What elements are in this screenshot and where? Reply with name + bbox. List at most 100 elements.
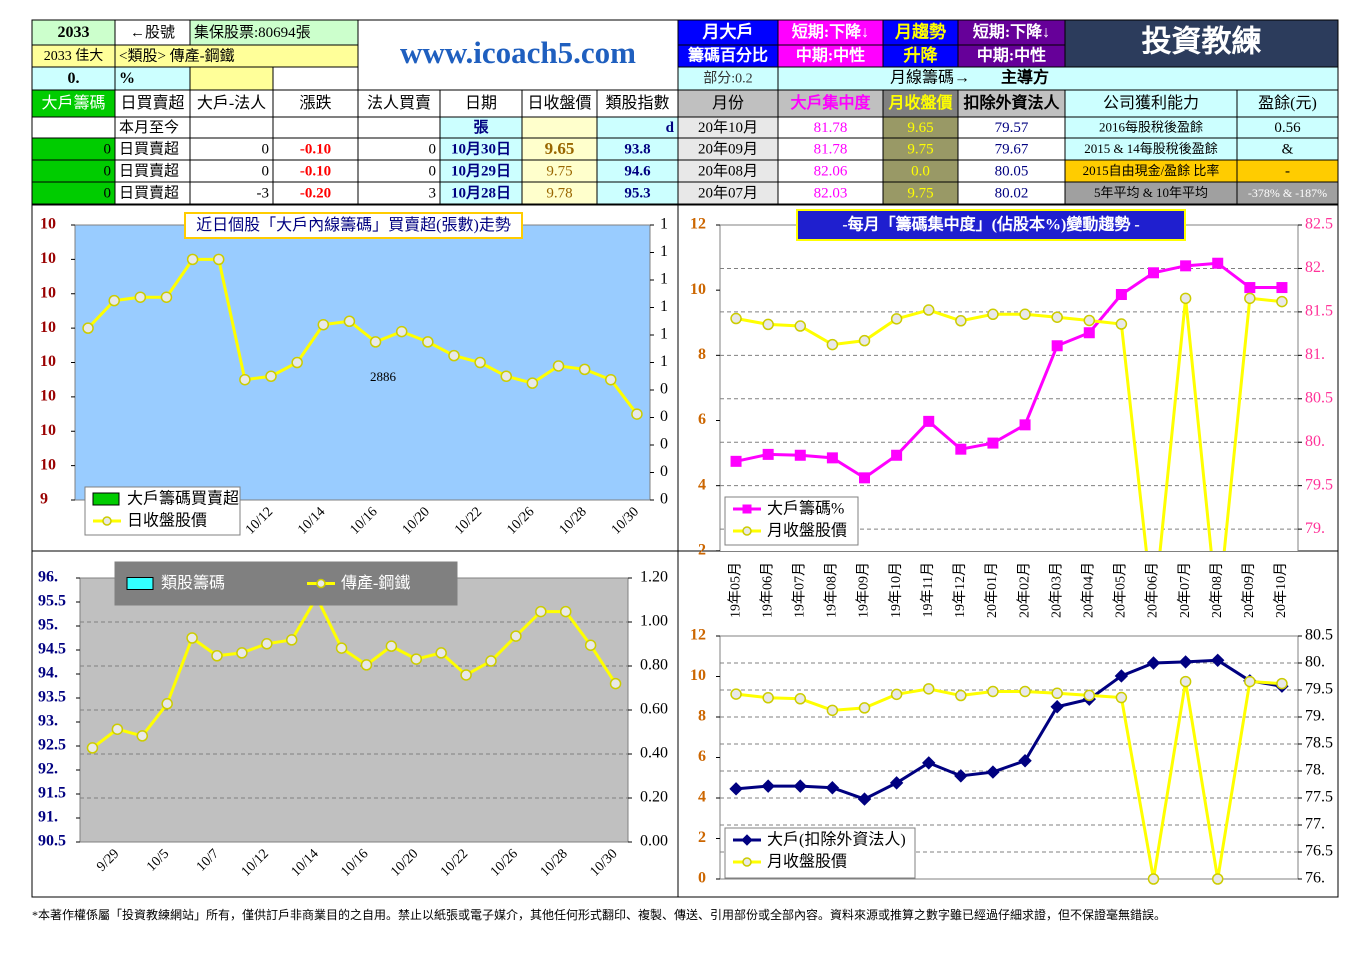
legend-label: 大戶(扣除外資法人) xyxy=(767,831,906,849)
marker xyxy=(422,336,434,348)
x-tick-label: 19年06月 xyxy=(759,562,775,618)
marker xyxy=(859,472,870,484)
table-cell xyxy=(357,116,441,139)
y-tick-label: 10 xyxy=(40,456,56,473)
cell-text: 0 xyxy=(429,163,437,179)
marker xyxy=(857,792,872,806)
cell-text: 類股指數 xyxy=(605,94,669,112)
marker xyxy=(285,634,298,646)
y2-tick-label: 0.40 xyxy=(640,745,668,762)
chart-title: -每月「籌碼集中度」(佔股本%)變動趨勢 - xyxy=(842,215,1139,234)
marker xyxy=(385,640,398,652)
marker xyxy=(1083,314,1096,327)
marker xyxy=(890,313,903,325)
table-cell xyxy=(189,89,274,118)
marker xyxy=(987,685,999,698)
cell-text: 93.8 xyxy=(624,141,650,157)
marker xyxy=(1179,292,1192,305)
cell-text: 0 xyxy=(104,141,112,157)
y-tick-label: 10 xyxy=(690,667,706,684)
cell-text: d xyxy=(666,120,675,136)
table-cell xyxy=(114,19,191,46)
marker xyxy=(1018,754,1032,768)
marker xyxy=(1178,655,1193,669)
y2-tick-label: 0.00 xyxy=(640,833,668,850)
x-tick-label: 19年07月 xyxy=(791,562,807,618)
cell-text: -0.20 xyxy=(300,185,331,201)
marker xyxy=(1083,689,1096,702)
cell-text: 日買賣超 xyxy=(119,184,179,201)
title-box xyxy=(184,212,523,239)
marker xyxy=(891,449,903,461)
cell-text: 10月30日 xyxy=(451,140,511,157)
marker xyxy=(213,253,225,266)
marker xyxy=(762,318,774,331)
marker xyxy=(1148,267,1159,279)
table-cell xyxy=(189,116,274,139)
series-line xyxy=(735,296,1283,551)
table-cell xyxy=(1236,89,1339,118)
x-tick-label: 19年08月 xyxy=(824,562,840,618)
y2-tick-label: 0 xyxy=(660,463,668,480)
cell-text: 0. xyxy=(68,70,80,87)
y-tick-label: 94. xyxy=(38,665,58,682)
table-cell xyxy=(882,89,959,118)
cell-text: 扣除外資法人 xyxy=(963,93,1060,112)
cell-text: 80.02 xyxy=(995,185,1029,201)
cell-text: 82.03 xyxy=(814,185,848,201)
y2-tick-label: 1 xyxy=(660,243,668,260)
y2-tick-label: 79.5 xyxy=(1305,681,1333,698)
y2-tick-label: 1 xyxy=(660,298,668,315)
y-tick-label: 93.5 xyxy=(38,689,66,706)
x-tick-label: 20年05月 xyxy=(1113,562,1129,618)
annotation: 2886 xyxy=(370,369,397,384)
chart-title: 近日個股「大戶內線籌碼」買賣超(張數)走勢 xyxy=(196,216,511,234)
marker xyxy=(211,650,223,662)
marker xyxy=(1114,669,1129,683)
y2-tick-label: 0 xyxy=(660,436,668,453)
marker xyxy=(1212,257,1224,269)
legend-label: 月收盤股價 xyxy=(767,522,847,540)
table-cell xyxy=(677,89,779,118)
title-box xyxy=(796,209,1186,241)
cell-text: 5年平均 & 10年平均 xyxy=(1094,185,1208,200)
marker xyxy=(186,632,198,644)
x-tick-label: 20年02月 xyxy=(1016,562,1032,618)
marker xyxy=(316,578,326,589)
marker xyxy=(794,320,807,332)
marker xyxy=(552,360,565,372)
y-tick-label: 2 xyxy=(698,542,706,559)
y2-tick-label: 0 xyxy=(660,408,668,425)
cell-text: 9.65 xyxy=(907,120,933,136)
y2-tick-label: 0 xyxy=(660,381,668,398)
cell-text: 大戶-法人 xyxy=(197,94,266,112)
marker xyxy=(161,698,173,710)
legend-box xyxy=(724,827,916,879)
cell-text: 9.75 xyxy=(907,141,933,157)
x-tick-label: 20年06月 xyxy=(1145,562,1161,618)
table-cell xyxy=(31,19,116,46)
series-line xyxy=(91,594,617,750)
legend-label: 大戶籌碼買賣超 xyxy=(127,490,239,508)
marker xyxy=(1050,700,1064,714)
cell-text: 79.67 xyxy=(995,141,1029,157)
legend-label: 類股籌碼 xyxy=(161,574,225,592)
cell-text: 9.78 xyxy=(546,185,572,201)
cell-text: 10月28日 xyxy=(451,184,511,201)
x-tick-label: 20年07月 xyxy=(1177,562,1193,618)
y-tick-label: 10 xyxy=(40,319,56,336)
plot-area xyxy=(74,224,651,501)
cell-text: 2016每股稅後盈餘 xyxy=(1099,119,1203,134)
cell-text: 2015自由現金/盈餘 比率 xyxy=(1083,163,1220,178)
cell-text: 95.3 xyxy=(624,185,650,201)
cell-text: 升降 xyxy=(904,45,939,65)
marker xyxy=(1115,289,1127,301)
y-tick-label: 2 xyxy=(698,829,706,846)
cell-text: 投資教練 xyxy=(1142,25,1262,58)
cell-text: ←股號 xyxy=(130,24,175,41)
marker xyxy=(729,782,743,796)
y2-tick-label: 79.5 xyxy=(1305,476,1333,493)
cell-text: 9.75 xyxy=(907,185,933,201)
y-tick-label: 10 xyxy=(40,422,56,439)
y-tick-label: 4 xyxy=(698,789,706,806)
